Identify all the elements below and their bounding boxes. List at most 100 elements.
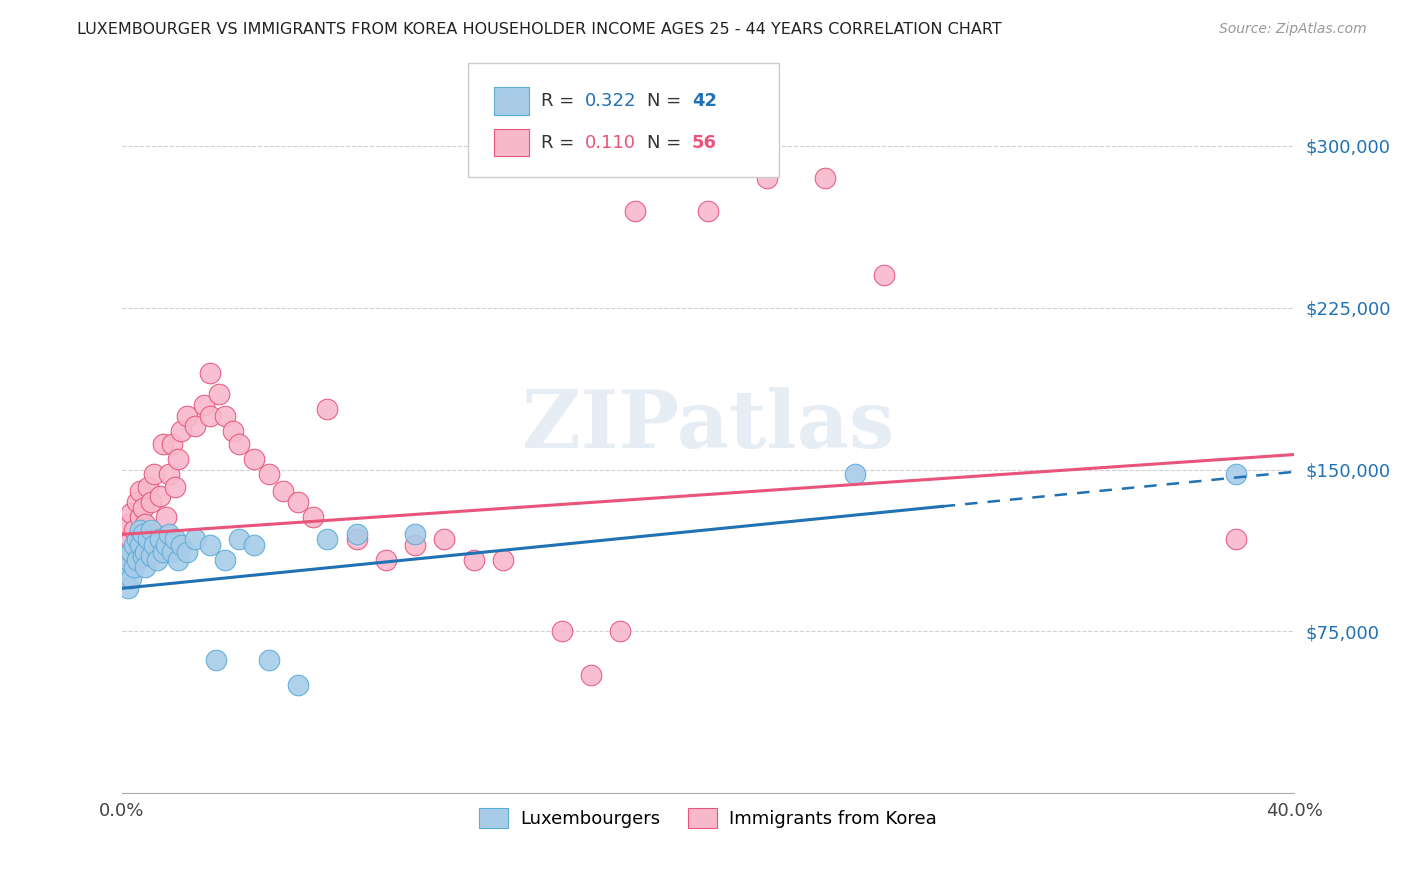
Point xyxy=(141,527,163,541)
Point xyxy=(125,495,148,509)
Point xyxy=(149,489,172,503)
Point xyxy=(166,451,188,466)
Point xyxy=(117,553,139,567)
Point xyxy=(125,553,148,567)
Point xyxy=(143,467,166,481)
Point xyxy=(134,544,156,558)
Point xyxy=(114,549,136,563)
Text: 0.322: 0.322 xyxy=(585,92,637,110)
Legend: Luxembourgers, Immigrants from Korea: Luxembourgers, Immigrants from Korea xyxy=(472,800,945,836)
FancyBboxPatch shape xyxy=(494,87,529,115)
Point xyxy=(155,538,177,552)
Point xyxy=(374,553,396,567)
Point xyxy=(128,484,150,499)
Point xyxy=(152,436,174,450)
Point xyxy=(214,409,236,423)
Point xyxy=(120,532,142,546)
Point xyxy=(316,402,339,417)
Point xyxy=(228,436,250,450)
Point xyxy=(287,495,309,509)
Point xyxy=(120,570,142,584)
Point xyxy=(120,506,142,520)
Point xyxy=(228,532,250,546)
Point xyxy=(122,523,145,537)
Point xyxy=(257,467,280,481)
Point xyxy=(208,387,231,401)
Point xyxy=(222,424,245,438)
Point xyxy=(138,480,160,494)
Point xyxy=(134,559,156,574)
Point xyxy=(122,538,145,552)
Point xyxy=(492,553,515,567)
Point xyxy=(157,527,180,541)
Point xyxy=(346,532,368,546)
Point xyxy=(176,544,198,558)
Point xyxy=(316,532,339,546)
Point xyxy=(184,419,207,434)
Point xyxy=(128,523,150,537)
Point xyxy=(143,538,166,552)
Point xyxy=(134,516,156,531)
Point xyxy=(117,582,139,596)
Point xyxy=(844,467,866,481)
Point xyxy=(114,570,136,584)
Point xyxy=(166,553,188,567)
Point xyxy=(122,559,145,574)
Point xyxy=(814,171,837,186)
Point xyxy=(346,527,368,541)
Text: R =: R = xyxy=(540,134,585,152)
Point xyxy=(128,510,150,524)
Point xyxy=(433,532,456,546)
Point xyxy=(176,409,198,423)
Point xyxy=(624,203,647,218)
Point xyxy=(141,549,163,563)
Point xyxy=(169,424,191,438)
Point xyxy=(141,523,163,537)
Point xyxy=(160,544,183,558)
Text: 42: 42 xyxy=(692,92,717,110)
Point xyxy=(117,516,139,531)
Point xyxy=(214,553,236,567)
Text: 56: 56 xyxy=(692,134,717,152)
Point xyxy=(205,652,228,666)
Point xyxy=(873,268,896,283)
Point xyxy=(152,544,174,558)
Point xyxy=(550,624,572,639)
Point xyxy=(125,532,148,546)
Point xyxy=(141,495,163,509)
Point xyxy=(463,553,485,567)
Text: LUXEMBOURGER VS IMMIGRANTS FROM KOREA HOUSEHOLDER INCOME AGES 25 - 44 YEARS CORR: LUXEMBOURGER VS IMMIGRANTS FROM KOREA HO… xyxy=(77,22,1002,37)
Point xyxy=(193,398,215,412)
Text: R =: R = xyxy=(540,92,579,110)
Point xyxy=(257,652,280,666)
Point xyxy=(1225,467,1247,481)
Point xyxy=(125,553,148,567)
Point xyxy=(157,467,180,481)
Point xyxy=(198,538,221,552)
Text: ZIPatlas: ZIPatlas xyxy=(522,387,894,466)
Point xyxy=(131,501,153,516)
Text: N =: N = xyxy=(647,134,688,152)
Point xyxy=(138,532,160,546)
Point xyxy=(149,532,172,546)
Point xyxy=(609,624,631,639)
Point xyxy=(579,667,602,681)
Point xyxy=(160,436,183,450)
Point xyxy=(131,532,153,546)
Point xyxy=(755,171,778,186)
Point xyxy=(169,538,191,552)
Point xyxy=(146,538,169,552)
Point xyxy=(243,451,266,466)
Point xyxy=(120,544,142,558)
Point xyxy=(697,203,720,218)
Point xyxy=(146,553,169,567)
Point xyxy=(243,538,266,552)
Text: Source: ZipAtlas.com: Source: ZipAtlas.com xyxy=(1219,22,1367,37)
FancyBboxPatch shape xyxy=(494,128,529,156)
Point xyxy=(404,538,426,552)
Point xyxy=(134,544,156,558)
FancyBboxPatch shape xyxy=(468,63,779,177)
Point xyxy=(198,409,221,423)
Point xyxy=(184,532,207,546)
Point xyxy=(301,510,323,524)
